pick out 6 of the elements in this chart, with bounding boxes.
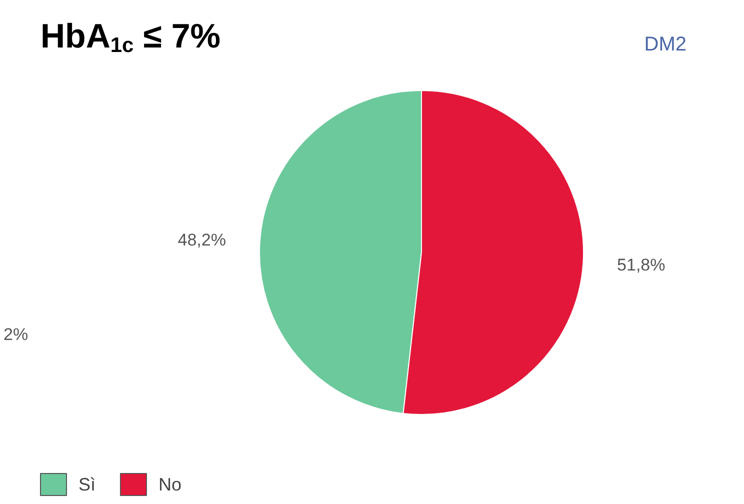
chart-subtitle: DM2 — [644, 34, 687, 56]
legend-label: No — [158, 474, 182, 494]
data-label: 51,8% — [617, 255, 666, 274]
text: 2% — [4, 325, 28, 344]
data-label: 48,2% — [178, 230, 226, 250]
legend-label: Sì — [78, 474, 96, 494]
